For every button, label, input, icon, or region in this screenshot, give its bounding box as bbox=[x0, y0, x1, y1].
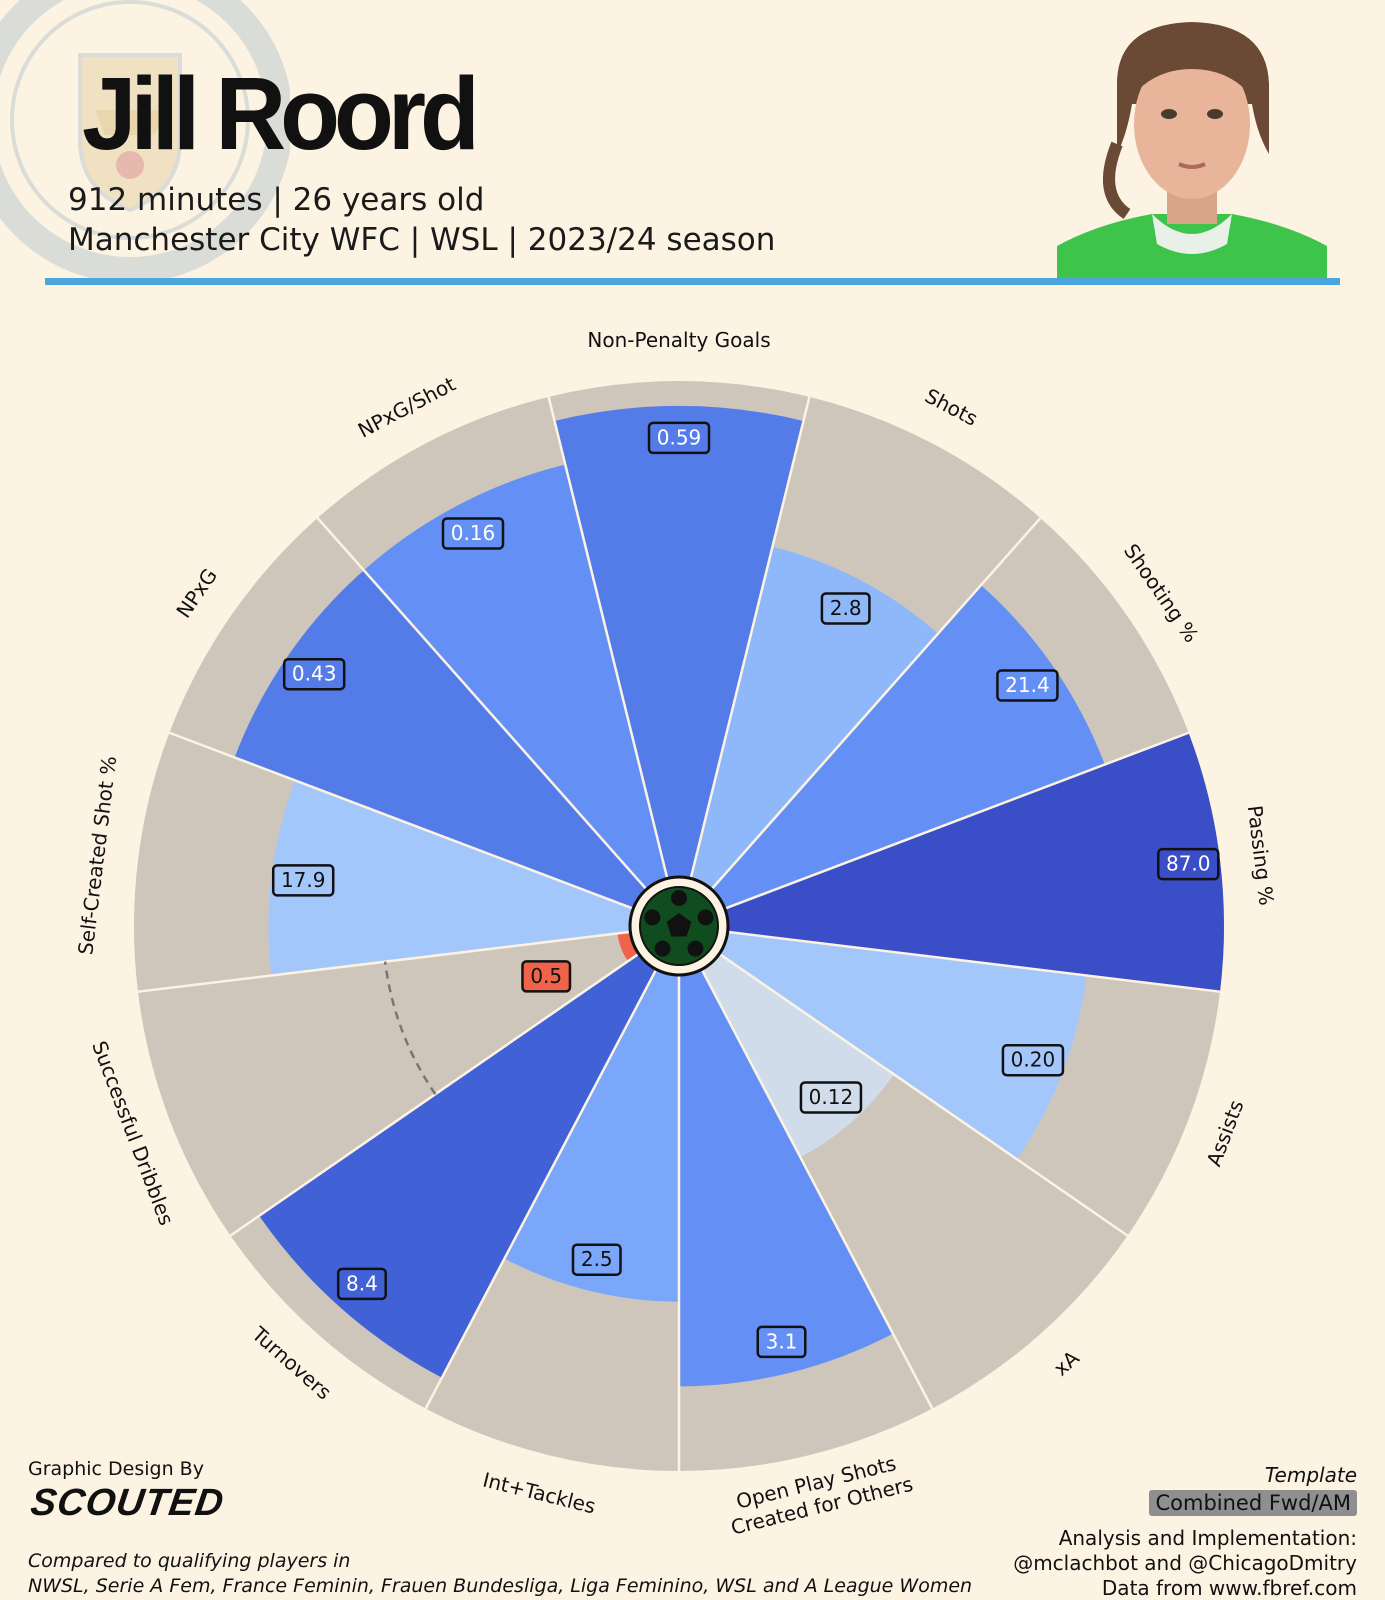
category-label: xA bbox=[1048, 1345, 1083, 1380]
category-label-line: Assists bbox=[1201, 1097, 1248, 1170]
value-slice bbox=[617, 931, 641, 962]
value-badge bbox=[1001, 1043, 1065, 1077]
value-slice bbox=[710, 585, 1105, 910]
value-label: 0.5 bbox=[530, 964, 562, 988]
category-label-line: NPxG bbox=[171, 564, 222, 622]
comparison-note-line1: Compared to qualifying players in bbox=[28, 1550, 351, 1572]
category-label: NPxG bbox=[171, 564, 222, 622]
value-slice bbox=[717, 931, 1087, 1160]
category-label: Int+Tackles bbox=[481, 1467, 599, 1518]
value-slice bbox=[268, 780, 636, 976]
category-label-line: Self-Created Shot % bbox=[73, 755, 121, 956]
slice-separator bbox=[716, 951, 1129, 1237]
value-badge bbox=[441, 517, 505, 550]
template-badge: Combined Fwd/AM bbox=[1149, 1490, 1357, 1516]
ball-patch bbox=[697, 909, 714, 926]
value-badge bbox=[571, 1243, 622, 1276]
value-slice bbox=[722, 732, 1224, 992]
center-ball bbox=[628, 875, 730, 977]
value-label: 17.9 bbox=[281, 868, 326, 892]
category-label-line: NPxG/Shot bbox=[354, 371, 460, 442]
slice-separator bbox=[168, 731, 636, 911]
slice-separator bbox=[547, 396, 669, 881]
background-slice bbox=[137, 931, 641, 1236]
category-label-line: Shots bbox=[921, 383, 982, 430]
slice-separator bbox=[709, 517, 1042, 892]
slice-separator bbox=[424, 967, 659, 1410]
value-label: 0.59 bbox=[657, 425, 702, 449]
value-slice bbox=[363, 464, 668, 891]
value-label: 0.20 bbox=[1011, 1048, 1056, 1072]
brand-logo: SCOUTED bbox=[28, 1482, 227, 1524]
category-label: Self-Created Shot % bbox=[73, 755, 121, 956]
ball-patch bbox=[644, 909, 661, 926]
value-badge bbox=[282, 657, 346, 691]
player-minutes-age: 912 minutes | 26 years old bbox=[68, 182, 485, 218]
value-badge bbox=[996, 669, 1059, 702]
value-slice bbox=[234, 570, 648, 910]
design-by-label: Graphic Design By bbox=[28, 1458, 204, 1480]
value-badges: 0.59 2.8 21.4 87.0 0.20 0.12 3.1 2.5 8.4 0.5 17.9 0… bbox=[271, 421, 1220, 1359]
player-headshot bbox=[1057, 22, 1327, 278]
ball-patch bbox=[671, 890, 687, 906]
ball-pentagon bbox=[666, 913, 692, 937]
credit-line1: Analysis and Implementation: bbox=[1058, 1526, 1357, 1550]
player-team-league-season: Manchester City WFC | WSL | 2023/24 seas… bbox=[68, 222, 776, 258]
value-label: 8.4 bbox=[346, 1271, 378, 1295]
reference-ring bbox=[383, 961, 437, 1095]
value-badge bbox=[336, 1267, 387, 1301]
category-label: Shots bbox=[921, 383, 982, 430]
value-slice bbox=[679, 967, 893, 1387]
value-badge bbox=[799, 1081, 863, 1114]
category-label-line: Non-Penalty Goals bbox=[587, 328, 770, 352]
value-label: 21.4 bbox=[1005, 673, 1050, 697]
value-label: 0.43 bbox=[292, 662, 337, 686]
value-badge bbox=[271, 864, 335, 897]
slice-separator bbox=[316, 517, 649, 892]
value-label: 3.1 bbox=[766, 1329, 798, 1353]
value-slice bbox=[554, 405, 804, 881]
value-badge bbox=[647, 421, 711, 455]
credit-line2: @mclachbot and @ChicagoDmitry bbox=[1013, 1551, 1357, 1575]
slice-separator bbox=[689, 396, 811, 881]
category-label: Non-Penalty Goals bbox=[587, 328, 770, 352]
credit-line3: Data from www.fbref.com bbox=[1101, 1576, 1357, 1600]
category-label-line: xA bbox=[1048, 1345, 1083, 1380]
player-name: Jill Roord bbox=[82, 55, 480, 172]
category-label-line: Passing % bbox=[1243, 804, 1279, 907]
value-label: 87.0 bbox=[1166, 852, 1211, 876]
template-label: Template bbox=[1264, 1463, 1357, 1487]
category-label: Assists bbox=[1201, 1097, 1248, 1170]
reference-ring-arc bbox=[383, 961, 437, 1095]
slice-separator bbox=[725, 930, 1221, 993]
ball-patch bbox=[654, 940, 671, 957]
comparison-note-line2: NWSL, Serie A Fem, France Feminin, Fraue… bbox=[28, 1575, 973, 1597]
value-label: 2.5 bbox=[581, 1247, 613, 1271]
slice-separator bbox=[722, 731, 1190, 911]
value-badge bbox=[820, 592, 871, 625]
value-label: 0.16 bbox=[451, 521, 496, 545]
category-label-line: Int+Tackles bbox=[481, 1467, 599, 1518]
value-label: 0.12 bbox=[809, 1085, 854, 1109]
category-label: NPxG/Shot bbox=[354, 371, 460, 442]
value-label: 2.8 bbox=[830, 596, 862, 620]
value-slice bbox=[504, 967, 679, 1302]
club-crest-watermark bbox=[0, 0, 290, 280]
value-badge bbox=[521, 960, 572, 993]
ball-patch bbox=[687, 940, 704, 957]
value-badge bbox=[1157, 847, 1220, 881]
slice-separator bbox=[699, 967, 934, 1410]
category-label: Passing % bbox=[1243, 804, 1279, 907]
header-divider bbox=[45, 278, 1340, 285]
value-badge bbox=[756, 1325, 807, 1359]
